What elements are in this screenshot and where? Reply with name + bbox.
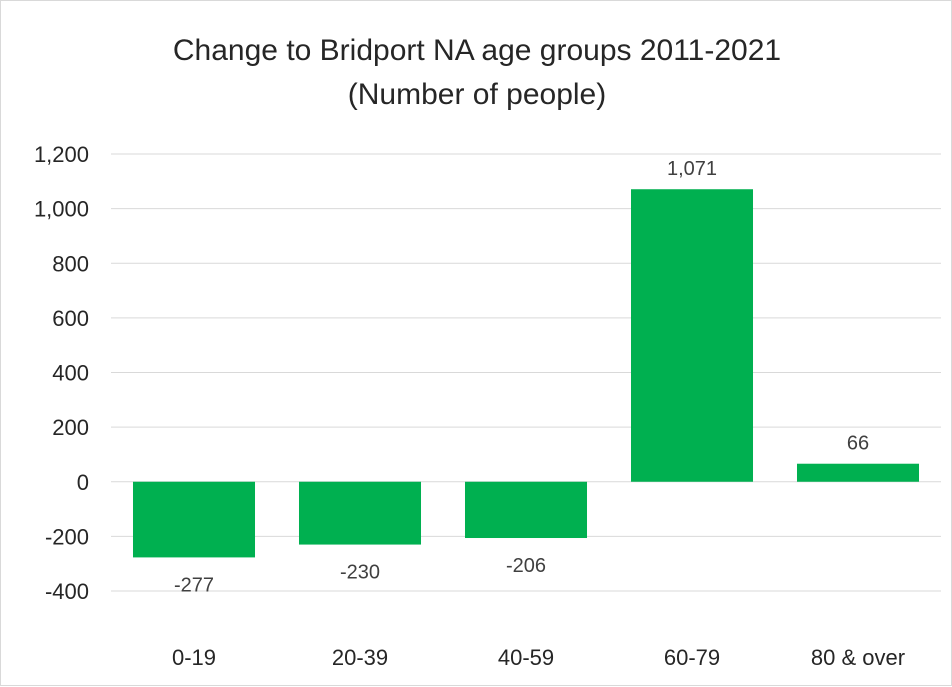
- data-label: -230: [340, 562, 380, 584]
- x-tick-label: 80 & over: [811, 645, 905, 670]
- chart-title: Change to Bridport NA age groups 2011-20…: [1, 29, 952, 117]
- chart-title-line-2: (Number of people): [347, 78, 607, 111]
- y-tick-label: 1,000: [34, 197, 89, 222]
- x-tick-label: 60-79: [664, 645, 720, 670]
- y-tick-label: 200: [52, 415, 89, 440]
- y-tick-label: -200: [45, 524, 89, 549]
- x-tick-label: 40-59: [498, 645, 554, 670]
- data-label: -277: [174, 574, 214, 596]
- y-tick-label: -400: [45, 579, 89, 604]
- bar: [132, 481, 256, 558]
- y-tick-label: 800: [52, 251, 89, 276]
- bar: [464, 481, 588, 539]
- y-tick-label: 1,200: [34, 142, 89, 167]
- x-tick-label: 20-39: [332, 645, 388, 670]
- bar: [298, 481, 422, 545]
- y-tick-label: 0: [77, 470, 89, 495]
- y-tick-label: 400: [52, 361, 89, 386]
- bar: [630, 189, 754, 482]
- data-label: 66: [847, 433, 869, 455]
- data-label: -206: [506, 555, 546, 577]
- data-label: 1,071: [667, 158, 717, 180]
- bar: [796, 463, 920, 482]
- chart-title-line-1: Change to Bridport NA age groups 2011-20…: [172, 34, 782, 67]
- y-tick-label: 600: [52, 306, 89, 331]
- x-tick-label: 0-19: [172, 645, 216, 670]
